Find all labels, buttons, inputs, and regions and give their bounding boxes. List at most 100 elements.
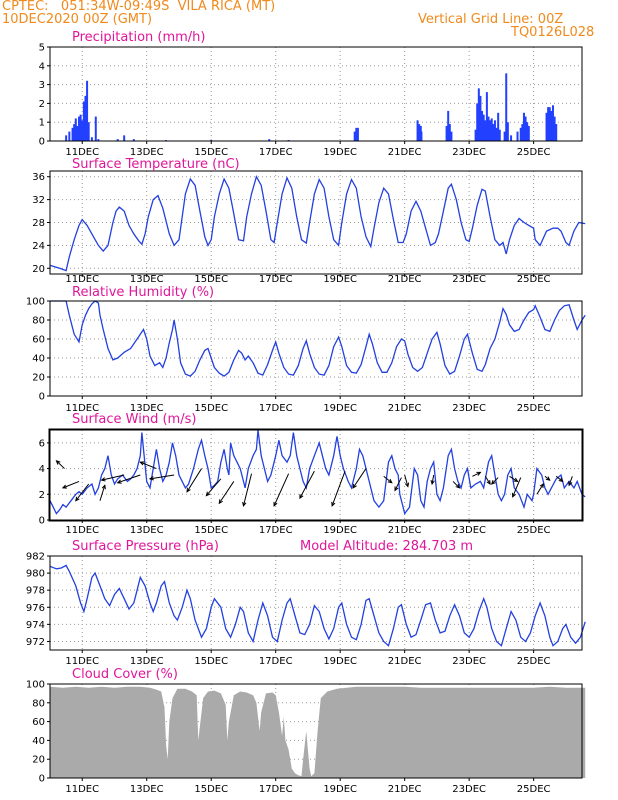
wind-arrow-head xyxy=(148,476,154,481)
precip-bar xyxy=(477,88,480,141)
ytick-label: 28 xyxy=(32,218,45,229)
panel-frame-precip xyxy=(49,46,583,142)
ytick-label: 2 xyxy=(39,490,45,501)
ytick-label: 60 xyxy=(32,335,45,346)
date-label: 23DEC xyxy=(452,525,486,536)
run-time: 10DEC2020 00Z (GMT) xyxy=(2,12,153,27)
wind-arrow xyxy=(273,473,290,507)
wind-arrow-head xyxy=(299,494,304,500)
ytick-label: 5 xyxy=(39,43,45,54)
precip-bar xyxy=(78,116,81,141)
precip-bar xyxy=(71,127,74,141)
wind-arrow xyxy=(536,483,544,495)
ytick-label: 978 xyxy=(26,586,45,597)
precip-bar xyxy=(355,127,358,141)
date-label-precip: 21DEC xyxy=(388,147,422,158)
precip-bar xyxy=(493,120,496,141)
wind-arrow xyxy=(383,475,393,484)
date-label-precip: 25DEC xyxy=(517,147,551,158)
ytick-label: 972 xyxy=(26,637,45,648)
ytick-label: 40 xyxy=(32,736,45,747)
date-label: 15DEC xyxy=(194,274,228,285)
precip-bar xyxy=(476,103,479,141)
panel-title-rh: Relative Humidity (%) xyxy=(72,285,214,300)
panel-title-pressure: Surface Pressure (hPa) xyxy=(72,539,219,554)
wind-arrow-head xyxy=(218,499,223,505)
date-label: 21DEC xyxy=(388,656,422,667)
wind-arrow xyxy=(431,474,435,485)
precip-bar xyxy=(527,125,530,141)
wind-arrow xyxy=(101,474,125,481)
ytick-label: 40 xyxy=(32,354,45,365)
wind-arrow-head xyxy=(476,471,482,476)
wind-arrow-head xyxy=(490,480,496,485)
date-label: 23DEC xyxy=(452,656,486,667)
date-label: 21DEC xyxy=(388,403,422,414)
precip-bar xyxy=(65,135,68,141)
precip-bar xyxy=(268,139,271,141)
date-label: 11DEC xyxy=(65,274,99,285)
date-label: 19DEC xyxy=(323,274,357,285)
wind-arrow-head xyxy=(55,460,61,465)
precip-bar xyxy=(481,110,484,141)
date-label: 23DEC xyxy=(452,784,486,795)
date-label-precip: 15DEC xyxy=(194,147,228,158)
wind-arrow-head xyxy=(511,492,517,498)
pressure-line xyxy=(49,564,586,647)
wind-arrow xyxy=(555,475,563,482)
wind-arrow xyxy=(472,471,481,477)
date-label-precip: 11DEC xyxy=(65,147,99,158)
date-label: 13DEC xyxy=(130,274,164,285)
date-label: 21DEC xyxy=(388,274,422,285)
wind-arrow xyxy=(299,470,315,499)
wind-arrow-head xyxy=(61,484,67,489)
precip-bar xyxy=(416,120,419,141)
precip-bar xyxy=(353,131,356,141)
wind-arrow-head xyxy=(430,480,435,486)
wind-arrow-head xyxy=(513,477,519,483)
precip-bar xyxy=(506,122,509,141)
ytick-label: 982 xyxy=(26,552,45,563)
precip-bar xyxy=(450,131,453,141)
precip-bar xyxy=(479,95,482,141)
cloud-area xyxy=(50,686,586,778)
date-label-precip: 19DEC xyxy=(323,147,357,158)
ytick-label: 3 xyxy=(39,80,45,91)
precip-bar xyxy=(87,122,90,141)
date-label: 11DEC xyxy=(65,525,99,536)
grid-note: Vertical Grid Line: 00Z xyxy=(418,12,564,27)
ytick-label: 0 xyxy=(39,516,45,527)
wind-arrow-head xyxy=(486,479,491,485)
date-label: 23DEC xyxy=(452,403,486,414)
date-label: 13DEC xyxy=(130,403,164,414)
ytick-label: 60 xyxy=(32,717,45,728)
ytick-label: 2 xyxy=(39,99,45,110)
station-info: CPTEC: 051:34W-09:49S VILA RICA (MT) xyxy=(2,0,276,14)
ytick-label: 32 xyxy=(32,195,45,206)
wind-arrow xyxy=(56,460,65,469)
wind-arrow xyxy=(484,476,491,485)
ytick-label: 976 xyxy=(26,603,45,614)
wind-arrow-head xyxy=(273,501,278,507)
wind-arrow xyxy=(62,480,80,489)
precip-bar xyxy=(484,120,487,141)
precip-bar xyxy=(94,116,97,141)
wind-arrow xyxy=(149,474,175,480)
precip-bar xyxy=(503,131,506,141)
precip-bar xyxy=(495,127,498,141)
ytick-label: 0 xyxy=(39,137,45,148)
precip-bar xyxy=(474,129,477,141)
date-label: 17DEC xyxy=(259,403,293,414)
wind-arrow xyxy=(404,474,409,487)
precip-bar xyxy=(447,110,450,141)
wind-arrow xyxy=(512,477,522,498)
date-label: 21DEC xyxy=(388,784,422,795)
date-label: 11DEC xyxy=(65,784,99,795)
date-label: 23DEC xyxy=(452,274,486,285)
wind-line xyxy=(49,429,586,516)
precip-bar xyxy=(522,112,525,141)
date-label: 13DEC xyxy=(130,656,164,667)
precip-bar xyxy=(356,127,359,141)
precip-bar xyxy=(524,116,527,141)
wind-arrow xyxy=(509,475,518,482)
